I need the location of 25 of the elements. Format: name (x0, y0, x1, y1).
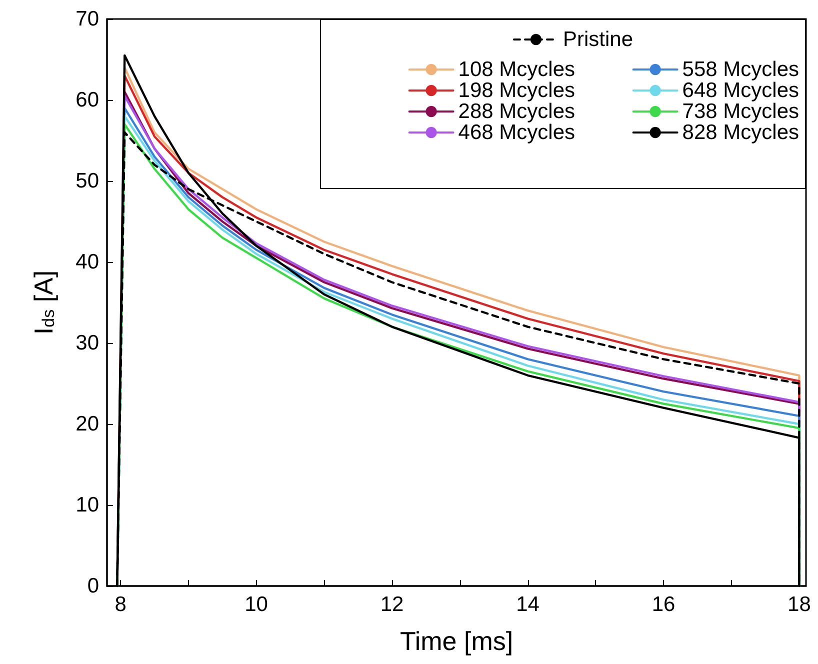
legend-label: Pristine (562, 28, 634, 51)
y-tick-label: 70 (76, 8, 99, 30)
y-tick-label: 60 (76, 88, 99, 112)
y-tick-label: 30 (76, 332, 99, 354)
legend-label: 558 Mcycles (682, 58, 800, 81)
legend-label: 468 Mcycles (458, 121, 576, 144)
x-tick-label: 8 (114, 593, 126, 616)
y-axis-title: Ids [A] (28, 270, 58, 335)
x-tick-label: 18 (788, 593, 811, 616)
y-tick-label: 40 (76, 250, 99, 274)
legend-label: 648 Mcycles (682, 79, 800, 102)
x-tick-label: 14 (516, 593, 540, 616)
legend-label: 828 Mcycles (682, 121, 800, 144)
legend-label: 108 Mcycles (458, 58, 576, 81)
legend-label: 198 Mcycles (458, 79, 576, 102)
y-tick-label: 0 (87, 574, 99, 598)
y-tick-label: 10 (76, 494, 99, 516)
x-tick-label: 16 (652, 593, 676, 616)
legend-label: 288 Mcycles (458, 100, 576, 123)
x-tick-label: 12 (380, 593, 404, 616)
legend-label: 738 Mcycles (682, 100, 800, 123)
y-tick-label: 50 (76, 170, 99, 192)
y-tick-label: 20 (76, 412, 99, 436)
x-tick-label: 10 (244, 593, 268, 616)
x-axis-title: Time [ms] (400, 626, 514, 656)
